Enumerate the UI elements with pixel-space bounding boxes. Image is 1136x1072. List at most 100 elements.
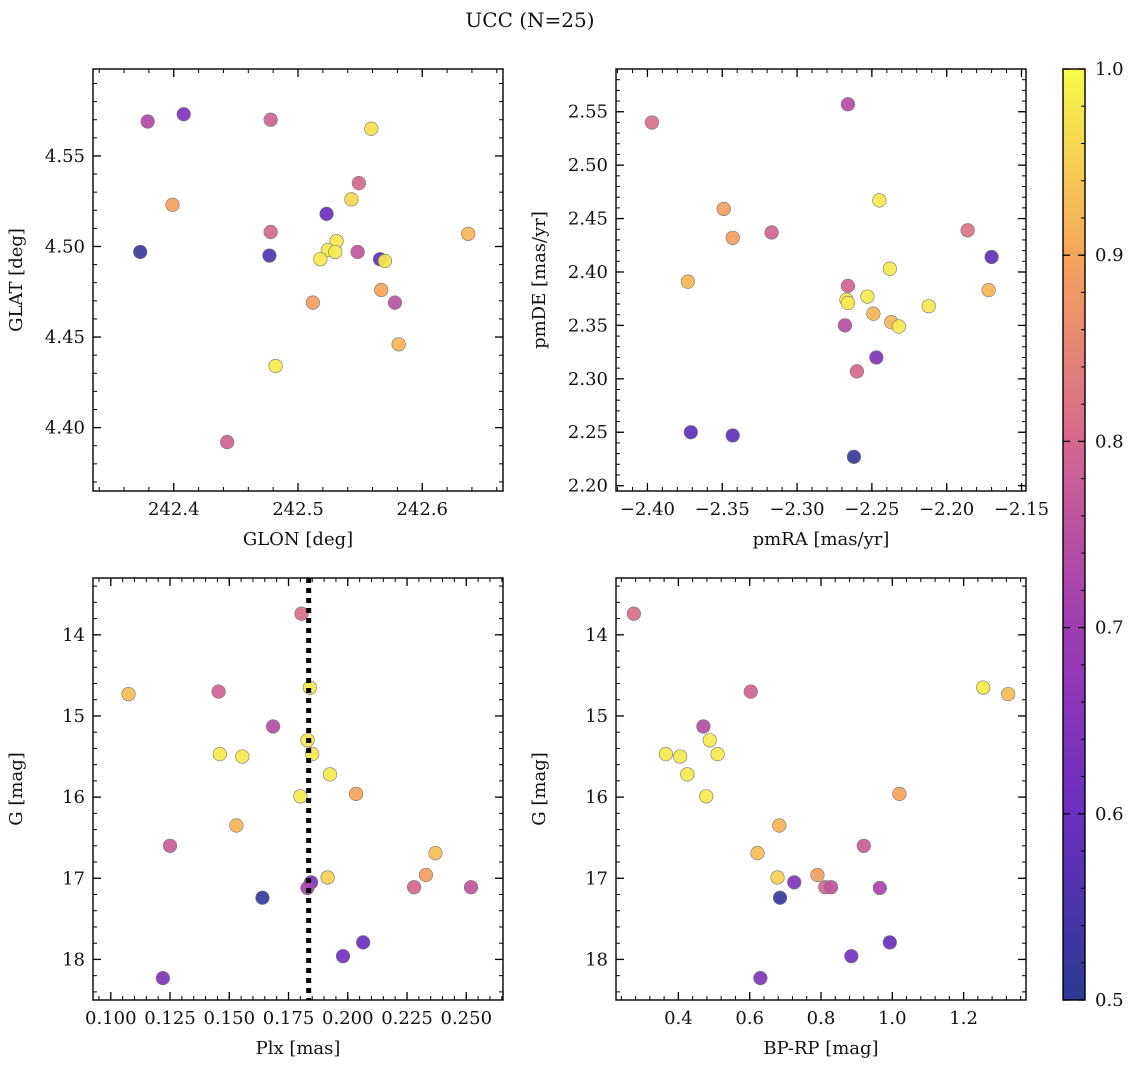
data-point — [710, 747, 725, 762]
y-tick-label: 16 — [62, 787, 85, 808]
x-tick-label: 0.200 — [322, 1008, 374, 1029]
colorbar-gradient — [1062, 68, 1086, 1001]
data-point — [849, 364, 865, 379]
data-point — [305, 295, 321, 310]
data-point — [680, 767, 695, 782]
data-point — [322, 767, 338, 782]
data-point — [840, 97, 856, 112]
data-point — [328, 244, 343, 260]
data-point — [313, 252, 328, 267]
y-tick-label: 4.50 — [45, 236, 85, 257]
panel-plx-g: 0.100 0.125 0.150 0.175 0.200 0.225 0.250 14 15 1… — [6, 577, 504, 1059]
x-tick-label: 0.6 — [735, 1008, 764, 1029]
data-point — [772, 818, 787, 833]
x-tick-label: 0.125 — [144, 1008, 196, 1029]
data-point — [725, 230, 740, 245]
data-point — [856, 838, 871, 853]
data-point — [981, 283, 996, 298]
x-tick-label: 0.4 — [664, 1008, 693, 1029]
data-point — [716, 201, 731, 217]
data-point — [140, 114, 155, 129]
data-point — [644, 115, 660, 130]
data-point — [1001, 686, 1016, 702]
x-tick-label: 242.5 — [272, 499, 324, 520]
data-point — [463, 880, 479, 895]
x-axis-label: GLON [deg] — [243, 529, 353, 550]
x-tick-label: 0.225 — [381, 1008, 433, 1029]
panel-glon-glat: 242.4 242.5 242.6 4.40 4.45 4.50 4.55 GLON [deg… — [6, 68, 504, 550]
data-point — [882, 935, 897, 950]
plot-frame — [92, 577, 504, 1001]
y-tick-label: 2.40 — [568, 262, 608, 283]
x-axis-label: BP-RP [mag] — [763, 1038, 878, 1059]
data-point — [810, 867, 825, 883]
data-point — [743, 684, 758, 699]
data-point — [428, 846, 443, 861]
x-tick-label: −2.15 — [994, 499, 1049, 520]
data-point — [133, 244, 148, 260]
data-point — [461, 226, 476, 241]
plot-frame — [615, 577, 1027, 1001]
y-tick-label: 18 — [585, 949, 608, 970]
data-point — [407, 880, 422, 895]
plot-frame — [615, 68, 1027, 492]
x-tick-label: 1.0 — [878, 1008, 907, 1029]
colorbar-tick-label: 0.7 — [1095, 618, 1124, 639]
data-point — [335, 949, 351, 964]
data-point — [837, 318, 853, 333]
data-point — [212, 747, 227, 762]
data-point — [869, 350, 884, 365]
data-point — [268, 358, 283, 374]
x-tick-label: 0.150 — [204, 1008, 256, 1029]
data-point — [770, 870, 785, 885]
y-tick-label: 2.30 — [568, 369, 608, 390]
data-point — [155, 970, 171, 986]
data-point — [121, 686, 136, 702]
x-tick-label: −2.40 — [620, 499, 675, 520]
data-point — [882, 261, 897, 276]
data-point — [860, 289, 875, 304]
data-point — [262, 248, 277, 263]
data-point — [229, 818, 244, 833]
data-point — [764, 225, 779, 240]
data-point — [753, 970, 768, 986]
y-tick-label: 2.55 — [568, 102, 608, 123]
data-point — [823, 880, 839, 895]
y-tick-label: 17 — [62, 868, 85, 889]
data-point — [699, 789, 714, 804]
data-point — [840, 295, 856, 311]
colorbar-tick-label: 0.5 — [1095, 990, 1124, 1011]
data-point — [680, 274, 695, 289]
data-point — [387, 295, 403, 310]
x-tick-label: 242.4 — [148, 499, 200, 520]
y-axis-label: G [mag] — [529, 752, 550, 825]
data-point — [750, 846, 765, 861]
data-point — [235, 749, 250, 764]
x-axis-label: pmRA [mas/yr] — [753, 529, 890, 550]
data-point — [391, 337, 406, 352]
data-point — [255, 890, 270, 905]
y-tick-label: 2.45 — [568, 209, 608, 230]
x-tick-label: −2.20 — [919, 499, 974, 520]
data-point — [356, 935, 371, 950]
data-point — [891, 319, 906, 334]
data-point — [165, 197, 180, 212]
data-point — [350, 244, 365, 260]
data-point — [976, 680, 991, 695]
y-tick-label: 17 — [585, 868, 608, 889]
data-point — [319, 206, 334, 221]
data-point — [377, 253, 393, 269]
data-point — [348, 786, 364, 801]
data-point — [658, 747, 674, 762]
x-tick-label: 0.8 — [807, 1008, 836, 1029]
data-point — [673, 749, 688, 764]
x-tick-label: 0.250 — [441, 1008, 493, 1029]
data-point — [364, 121, 379, 136]
data-point — [960, 223, 975, 238]
figure-title: UCC (N=25) — [465, 8, 594, 32]
y-tick-label: 15 — [585, 706, 608, 727]
data-point — [787, 875, 802, 890]
y-tick-label: 2.35 — [568, 315, 608, 336]
y-axis-label: GLAT [deg] — [6, 228, 27, 332]
